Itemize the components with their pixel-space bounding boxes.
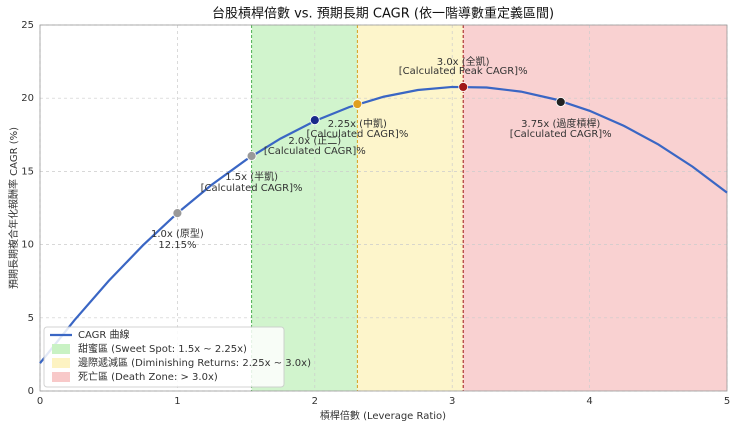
legend-label: 死亡區 (Death Zone: > 3.0x) <box>78 370 218 383</box>
x-tick-label: 0 <box>37 396 43 407</box>
y-tick-label: 5 <box>28 313 34 324</box>
y-tick-label: 0 <box>28 386 34 397</box>
data-point <box>352 99 363 109</box>
y-tick-label: 15 <box>21 166 34 177</box>
point-label: 3.0x (全凱) <box>437 55 490 68</box>
point-label: [Calculated CAGR]% <box>306 129 408 140</box>
point-label: [Calculated CAGR]% <box>264 146 366 157</box>
point-label: [Calculated CAGR]% <box>201 183 303 194</box>
point-label: 1.5x (半凱) <box>225 170 278 183</box>
point-label: 3.75x (過度槓桿) <box>521 117 600 130</box>
chart-title: 台股槓桿倍數 vs. 預期長期 CAGR (依一階導數重定義區間) <box>212 6 554 22</box>
region <box>463 25 727 391</box>
x-tick-label: 3 <box>449 396 455 407</box>
y-axis-label: 預期長期複合年化報酬率 CAGR (%) <box>7 127 20 289</box>
legend-swatch <box>52 358 70 368</box>
point-label: [Calculated Peak CAGR]% <box>399 66 528 77</box>
legend-label: CAGR 曲線 <box>78 328 130 341</box>
point-label: 2.25x (中凱) <box>328 117 387 130</box>
data-point <box>246 151 257 161</box>
region <box>357 25 464 391</box>
y-tick-label: 25 <box>21 20 34 31</box>
point-label: 12.15% <box>158 240 196 251</box>
legend-box <box>43 326 285 388</box>
x-tick-label: 4 <box>586 396 592 407</box>
point-label: 1.0x (原型) <box>151 227 204 240</box>
y-tick-label: 10 <box>21 240 34 251</box>
data-point <box>458 82 469 92</box>
y-tick-label: 20 <box>21 93 34 104</box>
legend-label: 甜蜜區 (Sweet Spot: 1.5x ~ 2.25x) <box>78 342 247 355</box>
x-axis-label: 槓桿倍數 (Leverage Ratio) <box>320 409 446 422</box>
data-point <box>172 208 183 219</box>
plot-frame <box>39 24 728 392</box>
line <box>39 85 728 364</box>
point-label: 2.0x (正二) <box>288 136 341 147</box>
legend-label: 邊際遞減區 (Diminishing Returns: 2.25x ~ 3.0x… <box>78 356 311 369</box>
legend-swatch <box>52 344 70 354</box>
x-tick-label: 1 <box>174 396 180 407</box>
data-point <box>555 97 566 107</box>
x-tick-label: 2 <box>312 396 318 407</box>
x-tick-label: 5 <box>724 396 730 407</box>
data-point <box>309 115 320 126</box>
legend-swatch <box>52 372 70 382</box>
point-label: [Calculated CAGR]% <box>510 129 612 140</box>
